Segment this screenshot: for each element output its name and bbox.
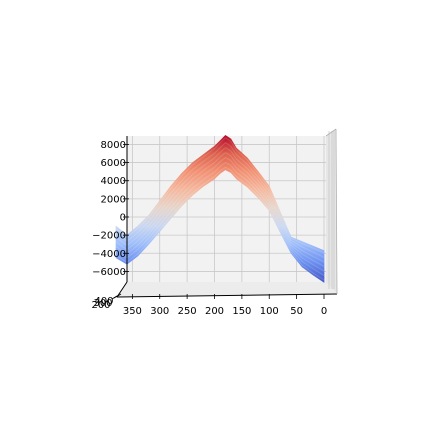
z-tick-label: 6000 (101, 158, 126, 169)
x-tick-label: 0 (321, 306, 327, 317)
y-tick-label: 200 (91, 300, 110, 311)
x-tick-label: 300 (150, 306, 169, 317)
x-tick-label: 200 (205, 306, 224, 317)
x-tick-label: 50 (290, 306, 303, 317)
x-axis-ticks: 350 300 250 200 150 100 50 0 (123, 294, 327, 317)
surface-contour (115, 142, 325, 258)
floor-pane (117, 282, 337, 297)
z-axis-ticks: 8000 6000 4000 2000 0 −2000 −4000 −6000 (92, 140, 129, 278)
x-axis-line (116, 293, 338, 298)
axis-lines (116, 128, 338, 298)
surface-contour (115, 147, 325, 263)
y-tick-label: 300 (93, 298, 112, 309)
pane-edge (335, 128, 338, 295)
surface-contour (115, 152, 325, 267)
y-tick-label: 400 (94, 296, 113, 307)
z-tick-label: −6000 (92, 267, 126, 278)
x-tick-label: 250 (178, 306, 197, 317)
x-tick-label: 350 (123, 306, 142, 317)
surface-contour (115, 137, 325, 254)
z-tick-label: 8000 (101, 140, 126, 151)
y-tick-mark (115, 293, 122, 298)
surface-slice (115, 135, 325, 254)
z-tick-label: 4000 (101, 176, 126, 187)
x-tick-label: 150 (232, 306, 251, 317)
z-tick-label: 2000 (101, 194, 126, 205)
z-tick-label: −4000 (92, 249, 126, 260)
surface-contour (115, 157, 325, 272)
surface-contour (115, 166, 325, 281)
x-tick-label: 100 (260, 306, 279, 317)
z-tick-label: −2000 (92, 231, 126, 242)
grid-lines (127, 131, 335, 289)
surface-layer (115, 135, 325, 283)
surface-contour (115, 162, 325, 276)
side-pane (326, 129, 337, 294)
pane-edge (325, 128, 337, 137)
y-axis-line (116, 281, 128, 298)
z-tick-label: 0 (120, 213, 126, 224)
